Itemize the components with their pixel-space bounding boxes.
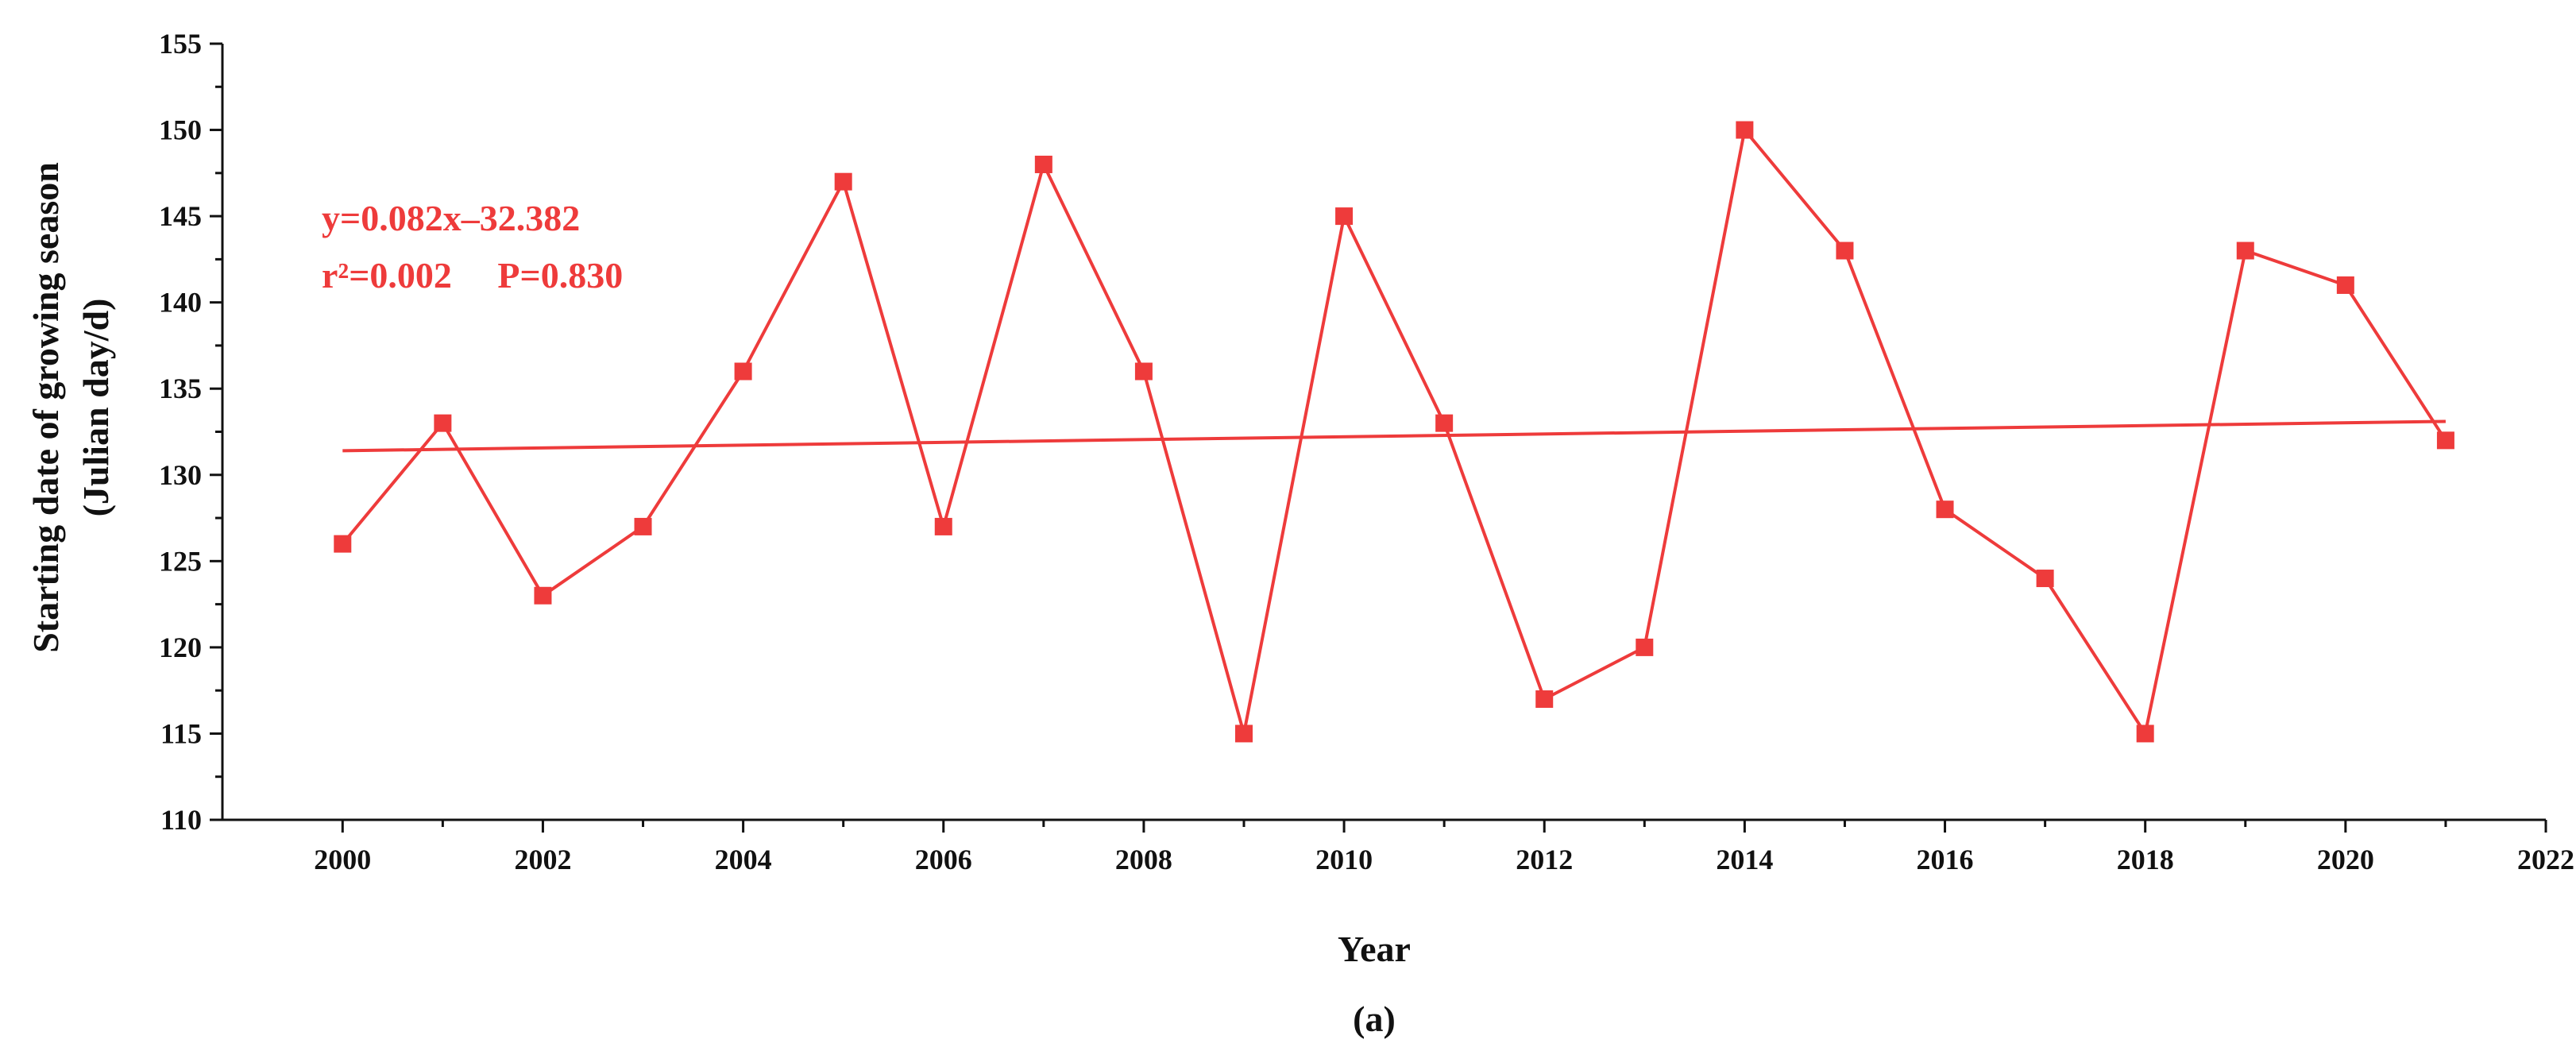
y-tick-label: 135 (159, 373, 202, 404)
x-axis-ticks: 2000 2002 2004 2006 2008 2010 2012 2014 2016 2018… (314, 820, 2574, 875)
x-tick-label: 2000 (314, 844, 371, 875)
y-tick-label: 140 (159, 287, 202, 319)
data-point (1134, 362, 1153, 381)
panel-label: (a) (1353, 999, 1396, 1039)
data-point (1034, 155, 1052, 173)
y-axis-title-line-1: Starting date of growing season (25, 162, 66, 653)
y-axis-title: Starting date of growing season (Julian … (25, 162, 116, 653)
series-line (341, 128, 2447, 736)
data-point (1836, 241, 1854, 260)
y-tick-label: 125 (159, 545, 202, 577)
y-tick-label: 110 (160, 804, 202, 836)
x-tick-label: 2006 (915, 844, 972, 875)
x-tick-label: 2008 (1115, 844, 1172, 875)
data-point (2236, 241, 2254, 260)
data-point (2436, 431, 2454, 450)
x-tick-label: 2012 (1516, 844, 1573, 875)
x-tick-label: 2022 (2517, 844, 2574, 875)
data-point (1234, 724, 1253, 743)
regression-equation: y=0.082x–32.382 (322, 198, 580, 238)
data-point (734, 362, 752, 381)
data-point (1636, 638, 1654, 656)
y-tick-label: 130 (159, 459, 202, 491)
data-point (1535, 690, 1554, 709)
x-tick-label: 2018 (2117, 844, 2174, 875)
data-point (2336, 276, 2354, 294)
axes (221, 44, 2546, 821)
x-axis-title: Year (1338, 929, 1411, 969)
y-tick-label: 145 (159, 200, 202, 232)
y-tick-label: 150 (159, 114, 202, 146)
data-point (1736, 121, 1754, 139)
y-axis-title-line-2: (Julian day/d) (75, 299, 116, 517)
series-group (334, 121, 2454, 743)
y-tick-label: 115 (160, 717, 202, 749)
data-point (1335, 207, 1354, 226)
data-point (934, 517, 952, 535)
x-tick-label: 2020 (2317, 844, 2374, 875)
data-point (434, 414, 452, 432)
annotations: y=0.082x–32.382 r²=0.002 P=0.830 (322, 198, 623, 296)
data-point (634, 517, 652, 535)
trend-line-group (342, 419, 2446, 453)
y-tick-label: 155 (159, 28, 202, 60)
data-point (834, 172, 852, 191)
regression-stats: r²=0.002 P=0.830 (322, 255, 623, 296)
y-axis-ticks: 110 115 120 125 130 135 140 145 150 155 (159, 28, 222, 836)
trend-line (342, 419, 2446, 453)
data-point (1435, 414, 1454, 432)
x-tick-label: 2004 (715, 844, 772, 875)
x-tick-label: 2002 (514, 844, 571, 875)
x-tick-label: 2016 (1917, 844, 1974, 875)
x-tick-label: 2010 (1315, 844, 1373, 875)
data-point (2136, 724, 2154, 743)
y-tick-label: 120 (159, 632, 202, 663)
x-tick-label: 2014 (1716, 844, 1773, 875)
data-point (334, 535, 352, 553)
data-point (1936, 500, 1954, 519)
data-point (2036, 570, 2054, 588)
data-point (534, 586, 552, 605)
